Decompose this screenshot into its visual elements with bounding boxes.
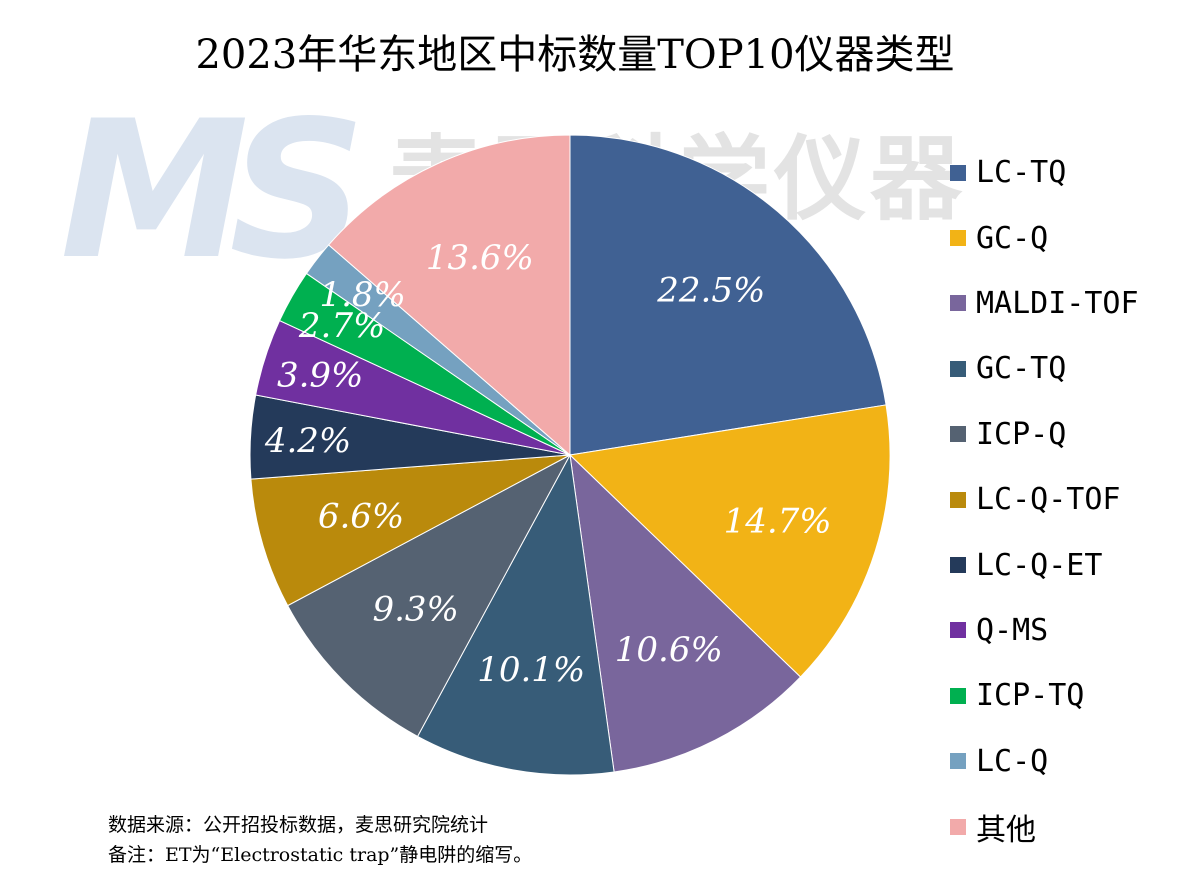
legend-swatch	[950, 491, 966, 508]
pie-slice-MALDI-TOF	[569, 453, 802, 773]
remark-note: 备注：ET为“Electrostatic trap”静电阱的缩写。	[108, 844, 533, 866]
data-label: 1.8%	[319, 275, 405, 315]
legend-label: Q-MS	[976, 612, 1049, 648]
legend-item: ICP-Q	[950, 402, 1139, 467]
legend-swatch	[950, 557, 966, 574]
data-label: 2.7%	[298, 306, 385, 346]
legend-swatch	[950, 164, 966, 181]
data-label: 6.6%	[318, 497, 404, 537]
legend-item: LC-Q-TOF	[950, 467, 1139, 532]
legend-item: GC-TQ	[950, 336, 1139, 401]
legend-item: MALDI-TOF	[950, 271, 1139, 336]
data-label: 3.9%	[277, 356, 363, 396]
pie-slice-其他	[327, 134, 571, 457]
legend-swatch	[950, 622, 966, 639]
legend: LC-TQ GC-Q MALDI-TOF GC-TQ ICP-Q LC-Q-TOF LC-Q…	[950, 140, 1139, 859]
legend-swatch	[950, 295, 966, 312]
legend-label: LC-TQ	[976, 155, 1067, 191]
legend-item: ICP-TQ	[950, 663, 1139, 728]
legend-swatch	[950, 426, 966, 443]
data-label: 13.6%	[426, 238, 534, 278]
legend-swatch	[950, 753, 966, 770]
data-label: 14.7%	[724, 501, 832, 541]
legend-swatch	[950, 360, 966, 377]
data-label: 10.6%	[615, 630, 723, 670]
legend-label: 其他	[976, 812, 1036, 848]
data-label: 10.1%	[477, 650, 585, 690]
legend-swatch	[950, 687, 966, 704]
legend-swatch	[950, 230, 966, 247]
legend-item: LC-Q	[950, 729, 1139, 794]
pie-slice-ICP-Q	[286, 453, 572, 738]
pie-slice-LC-Q-TOF	[250, 454, 571, 607]
legend-label: GC-Q	[976, 220, 1049, 256]
data-label: 22.5%	[656, 271, 765, 311]
legend-item: 其他	[950, 794, 1139, 859]
legend-label: MALDI-TOF	[976, 285, 1139, 321]
chart-title: 2023年华东地区中标数量TOP10仪器类型	[195, 32, 955, 78]
legend-label: ICP-Q	[976, 416, 1067, 452]
legend-label: LC-Q	[976, 743, 1049, 779]
data-label: 9.3%	[372, 589, 458, 629]
legend-label: GC-TQ	[976, 351, 1067, 387]
data-label: 4.2%	[264, 421, 351, 461]
legend-item: LC-Q-ET	[950, 532, 1139, 597]
legend-label: LC-Q-ET	[976, 547, 1103, 583]
legend-item: GC-Q	[950, 205, 1139, 270]
legend-item: Q-MS	[950, 598, 1139, 663]
pie-slice-GC-Q	[568, 404, 891, 678]
pie-slice-GC-TQ	[416, 453, 615, 776]
legend-item: LC-TQ	[950, 140, 1139, 205]
legend-swatch	[950, 818, 966, 835]
source-note: 数据来源：公开招投标数据，麦思研究院统计	[108, 814, 489, 836]
legend-label: ICP-TQ	[976, 678, 1085, 714]
legend-label: LC-Q-TOF	[976, 482, 1121, 518]
pie-slice-LC-TQ	[569, 134, 887, 456]
